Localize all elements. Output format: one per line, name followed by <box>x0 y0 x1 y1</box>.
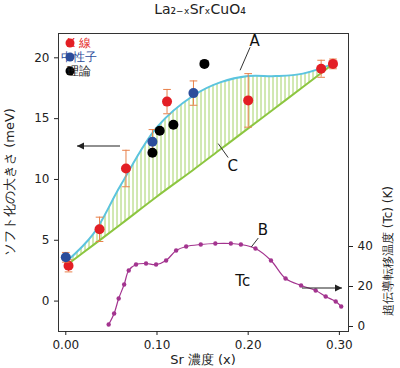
svg-text:5: 5 <box>42 233 50 247</box>
svg-text:0.10: 0.10 <box>144 338 171 352</box>
svg-text:40: 40 <box>358 239 373 253</box>
svg-text:20: 20 <box>358 279 373 293</box>
svg-text:0: 0 <box>358 319 366 333</box>
svg-text:超伝導転移温度 (Tc) (K): 超伝導転移温度 (Tc) (K) <box>381 186 395 316</box>
html-text:La₂₋ₓSrₓCuO₄: La₂₋ₓSrₓCuO₄ <box>154 1 246 17</box>
svg-text:ソフト化の大きさ (meV): ソフト化の大きさ (meV) <box>2 108 17 256</box>
svg-text:0.20: 0.20 <box>235 338 262 352</box>
svg-text:20: 20 <box>34 51 49 65</box>
svg-text:0.00: 0.00 <box>52 338 79 352</box>
svg-text:A: A <box>249 32 260 50</box>
svg-text:15: 15 <box>34 111 49 125</box>
svg-text:X 線: X 線 <box>67 36 91 50</box>
svg-text:中性子: 中性子 <box>61 50 97 64</box>
svg-text:0.30: 0.30 <box>326 338 353 352</box>
svg-text:10: 10 <box>34 172 49 186</box>
svg-text:理論: 理論 <box>67 64 91 78</box>
svg-text:B: B <box>258 221 268 239</box>
svg-text:Sr 濃度 (x): Sr 濃度 (x) <box>170 352 236 367</box>
svg-text:Tc: Tc <box>234 272 250 290</box>
svg-text:0: 0 <box>42 294 50 308</box>
svg-text:C: C <box>227 157 237 175</box>
